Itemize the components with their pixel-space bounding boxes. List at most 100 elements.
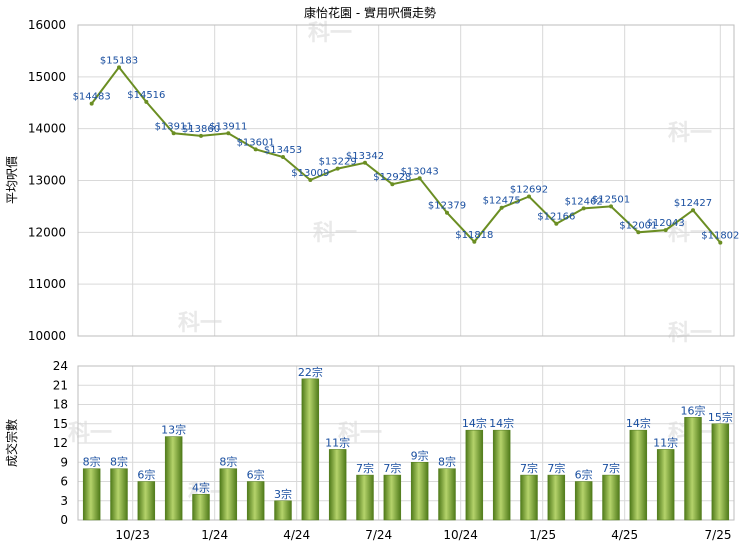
volume-bar	[465, 429, 484, 521]
volume-data-label: 11宗	[325, 435, 350, 449]
volume-data-label: 22宗	[298, 365, 323, 379]
price-point	[335, 166, 340, 171]
bottom-y-tick-label: 24	[53, 359, 68, 373]
price-data-label: $11818	[455, 230, 493, 241]
price-data-label: $13911	[209, 121, 247, 132]
price-point	[554, 221, 559, 226]
volume-data-label: 14宗	[626, 416, 651, 430]
price-data-label: $12692	[510, 184, 548, 195]
top-plot-frame	[77, 24, 735, 337]
volume-bar	[137, 481, 156, 521]
bottom-y-ticks: 24 21 18 15 12 9 6 3 0	[53, 359, 68, 527]
volume-data-label: 8宗	[219, 455, 237, 469]
watermark-text: 科一	[68, 421, 112, 446]
volume-bar	[219, 468, 238, 521]
price-data-label: $13911	[155, 121, 193, 132]
volume-bar	[656, 449, 675, 521]
price-data-label: $14516	[127, 90, 165, 101]
volume-bar	[274, 500, 292, 521]
price-data-label: $12379	[428, 201, 466, 212]
volume-bar	[110, 468, 128, 521]
price-point	[663, 228, 668, 233]
volume-data-label: 13宗	[161, 423, 186, 437]
volume-bar	[684, 417, 702, 521]
price-data-label: $13229	[319, 157, 357, 168]
price-data-label: $12427	[674, 198, 712, 209]
bottom-y-tick-label: 15	[53, 417, 68, 431]
price-point	[417, 176, 422, 181]
volume-bar	[301, 378, 320, 521]
x-tick-label: 1/25	[529, 528, 556, 542]
price-point	[144, 99, 149, 104]
price-data-label: $13453	[264, 145, 302, 156]
bottom-y-tick-label: 6	[60, 475, 68, 489]
price-point	[581, 206, 586, 211]
price-point	[171, 131, 176, 136]
volume-data-label: 7宗	[547, 461, 565, 475]
volume-data-label: 6宗	[137, 468, 155, 482]
price-point	[691, 208, 695, 213]
chart-title: 康怡花園 - 實用呎價走勢	[304, 5, 436, 20]
price-point	[445, 210, 449, 215]
price-point	[363, 160, 367, 165]
volume-data-label: 11宗	[653, 435, 678, 449]
volume-data-label: 15宗	[708, 410, 733, 424]
volume-bar	[410, 462, 429, 521]
bottom-y-tick-label: 21	[53, 378, 68, 392]
volume-bar	[711, 423, 730, 521]
x-axis-ticks: 10/23 1/24 4/24 7/24 10/24 1/25 4/25 7/25	[115, 528, 731, 542]
watermark-text: 科一	[178, 311, 222, 336]
volume-bar	[328, 449, 347, 521]
volume-data-label: 6宗	[247, 468, 265, 482]
volume-data-label: 14宗	[489, 416, 514, 430]
price-point	[499, 205, 504, 210]
x-tick-label: 10/24	[443, 528, 478, 542]
volume-data-label: 3宗	[274, 487, 292, 501]
top-y-tick-label: 14000	[28, 122, 66, 136]
price-point	[89, 101, 94, 106]
price-points	[89, 65, 723, 245]
top-y-ticks: 16000 15000 14000 13000 12000 11000 10000	[28, 18, 66, 343]
price-data-label: $12043	[647, 218, 685, 229]
volume-bar	[356, 474, 374, 521]
price-data-label: $11802	[701, 231, 739, 242]
volume-bar	[602, 474, 620, 521]
price-data-label: $12501	[592, 194, 630, 205]
price-point	[281, 155, 285, 160]
x-tick-label: 1/24	[201, 528, 228, 542]
bottom-y-tick-label: 0	[60, 513, 68, 527]
price-data-label: $14483	[73, 92, 111, 103]
price-data-label: $12475	[483, 196, 521, 207]
bottom-y-tick-label: 9	[60, 455, 68, 469]
volume-data-label: 9宗	[411, 448, 429, 462]
volume-data-label: 14宗	[462, 416, 487, 430]
price-data-label: $15183	[100, 55, 138, 66]
price-data-label: $13009	[291, 168, 329, 179]
volume-data-label: 7宗	[602, 461, 620, 475]
price-point	[390, 182, 395, 187]
volume-data-label: 4宗	[192, 480, 210, 494]
volume-data-label: 6宗	[575, 468, 593, 482]
price-data-label: $13860	[182, 124, 220, 135]
volume-data-label: 8宗	[438, 455, 456, 469]
price-series-line	[90, 65, 722, 244]
price-point	[636, 230, 641, 235]
watermark-text: 科一	[338, 421, 382, 446]
price-point	[199, 133, 203, 138]
bottom-y-tick-label: 12	[53, 436, 68, 450]
volume-bar	[492, 429, 511, 521]
volume-bar	[82, 468, 101, 521]
price-point	[117, 65, 121, 70]
price-point	[527, 194, 531, 199]
bottom-y-tick-label: 18	[53, 398, 68, 412]
volume-data-label: 7宗	[356, 461, 374, 475]
price-point	[308, 178, 313, 183]
price-point	[253, 147, 258, 152]
x-tick-label: 10/23	[115, 528, 150, 542]
top-y-tick-label: 11000	[28, 277, 66, 291]
volume-bar	[383, 474, 402, 521]
volume-bar	[192, 494, 210, 521]
price-point	[718, 240, 723, 245]
